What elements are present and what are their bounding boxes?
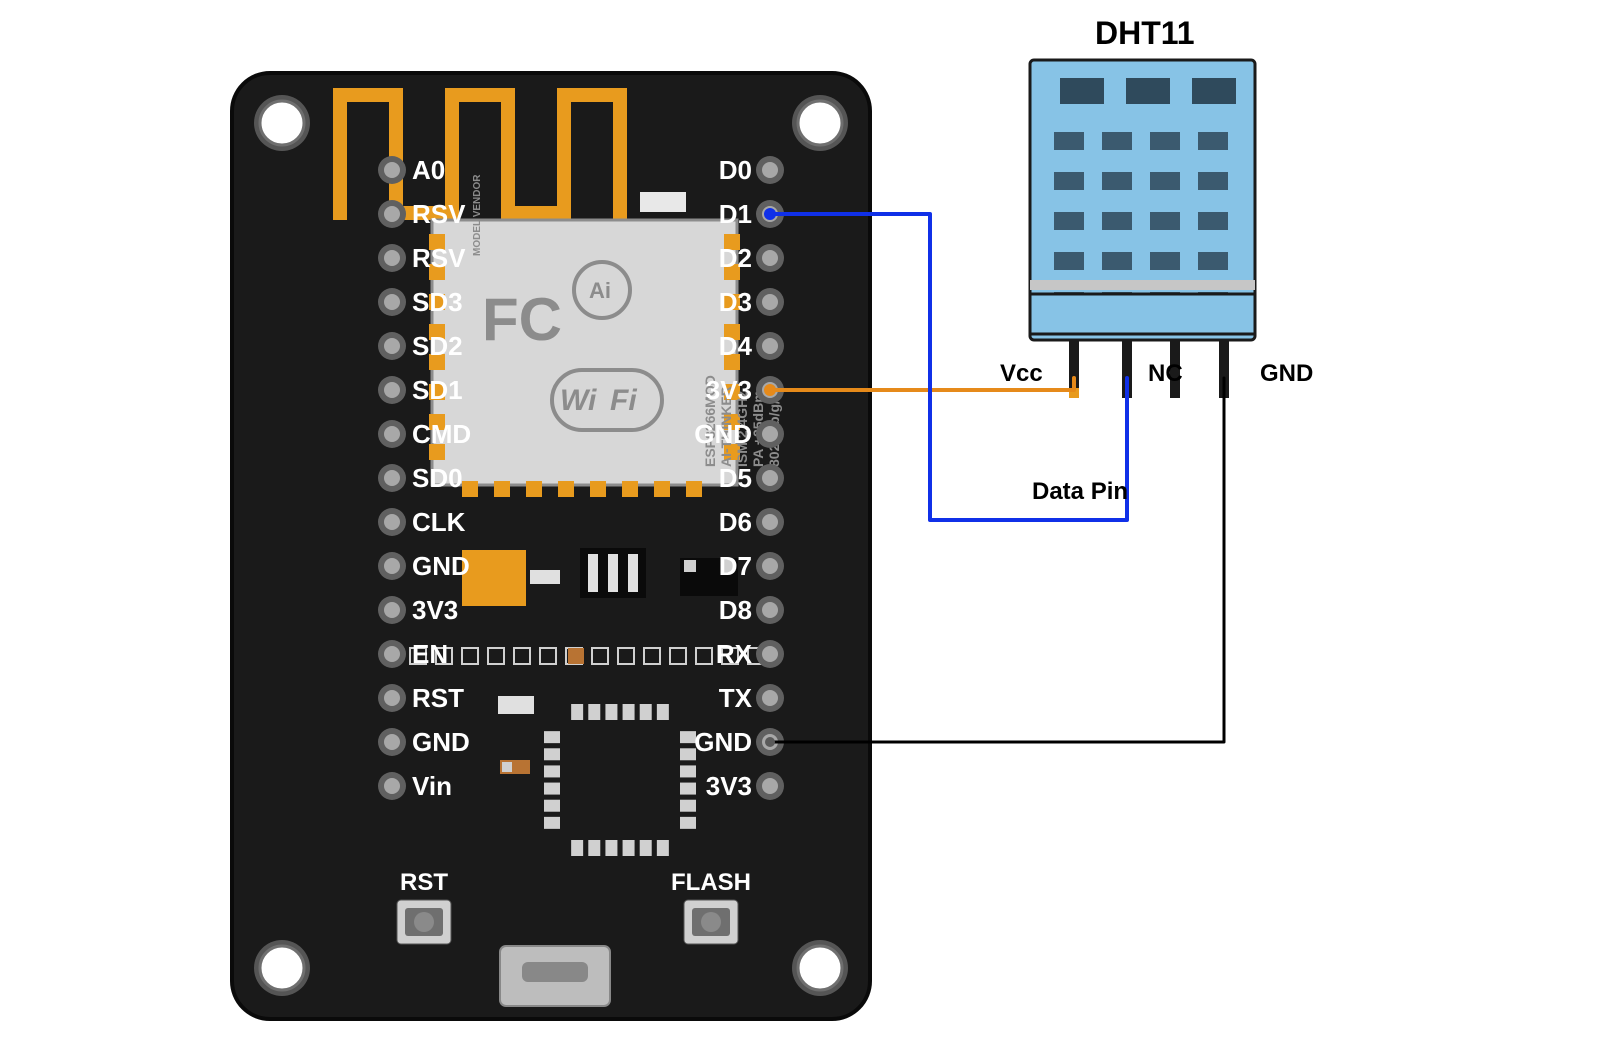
svg-text:GND: GND <box>694 727 752 757</box>
svg-text:A0: A0 <box>412 155 445 185</box>
svg-text:FLASH: FLASH <box>671 869 751 896</box>
wiring-canvas: ESP8266MODAI-THINKERISM 2.4GHzPA +25dBm8… <box>0 0 1600 1063</box>
svg-text:3V3: 3V3 <box>706 375 752 405</box>
svg-text:GND: GND <box>412 551 470 581</box>
sensor-title: DHT11 <box>1095 15 1195 52</box>
svg-text:CMD: CMD <box>412 419 471 449</box>
svg-text:D6: D6 <box>719 507 752 537</box>
svg-text:GND: GND <box>412 727 470 757</box>
svg-text:EN: EN <box>412 639 448 669</box>
svg-text:RSV: RSV <box>412 199 466 229</box>
svg-text:TX: TX <box>719 683 753 713</box>
svg-text:Fi: Fi <box>610 384 637 417</box>
svg-text:Vin: Vin <box>412 771 452 801</box>
svg-text:SD0: SD0 <box>412 463 463 493</box>
svg-text:MODEL VENDOR: MODEL VENDOR <box>472 174 483 256</box>
svg-text:NC: NC <box>1148 360 1183 387</box>
svg-text:RX: RX <box>716 639 753 669</box>
wiring-svg: ESP8266MODAI-THINKERISM 2.4GHzPA +25dBm8… <box>0 0 1600 1063</box>
svg-text:D7: D7 <box>719 551 752 581</box>
svg-text:GND: GND <box>694 419 752 449</box>
svg-text:SD1: SD1 <box>412 375 463 405</box>
svg-text:Wi: Wi <box>560 384 597 417</box>
svg-text:D4: D4 <box>719 331 753 361</box>
svg-text:RST: RST <box>412 683 464 713</box>
svg-text:RST: RST <box>400 869 448 896</box>
wire-label-data: Data Pin <box>1032 478 1128 506</box>
svg-text:Vcc: Vcc <box>1000 360 1043 387</box>
svg-text:Ai: Ai <box>589 278 611 303</box>
svg-text:D3: D3 <box>719 287 752 317</box>
svg-text:RSV: RSV <box>412 243 466 273</box>
svg-text:CLK: CLK <box>412 507 466 537</box>
svg-text:SD2: SD2 <box>412 331 463 361</box>
svg-text:GND: GND <box>1260 360 1313 387</box>
svg-text:D5: D5 <box>719 463 752 493</box>
svg-text:D2: D2 <box>719 243 752 273</box>
svg-text:FC: FC <box>482 286 562 353</box>
svg-text:SD3: SD3 <box>412 287 463 317</box>
svg-text:3V3: 3V3 <box>706 771 752 801</box>
svg-text:D1: D1 <box>719 199 752 229</box>
svg-text:D0: D0 <box>719 155 752 185</box>
svg-text:D8: D8 <box>719 595 752 625</box>
svg-text:3V3: 3V3 <box>412 595 458 625</box>
